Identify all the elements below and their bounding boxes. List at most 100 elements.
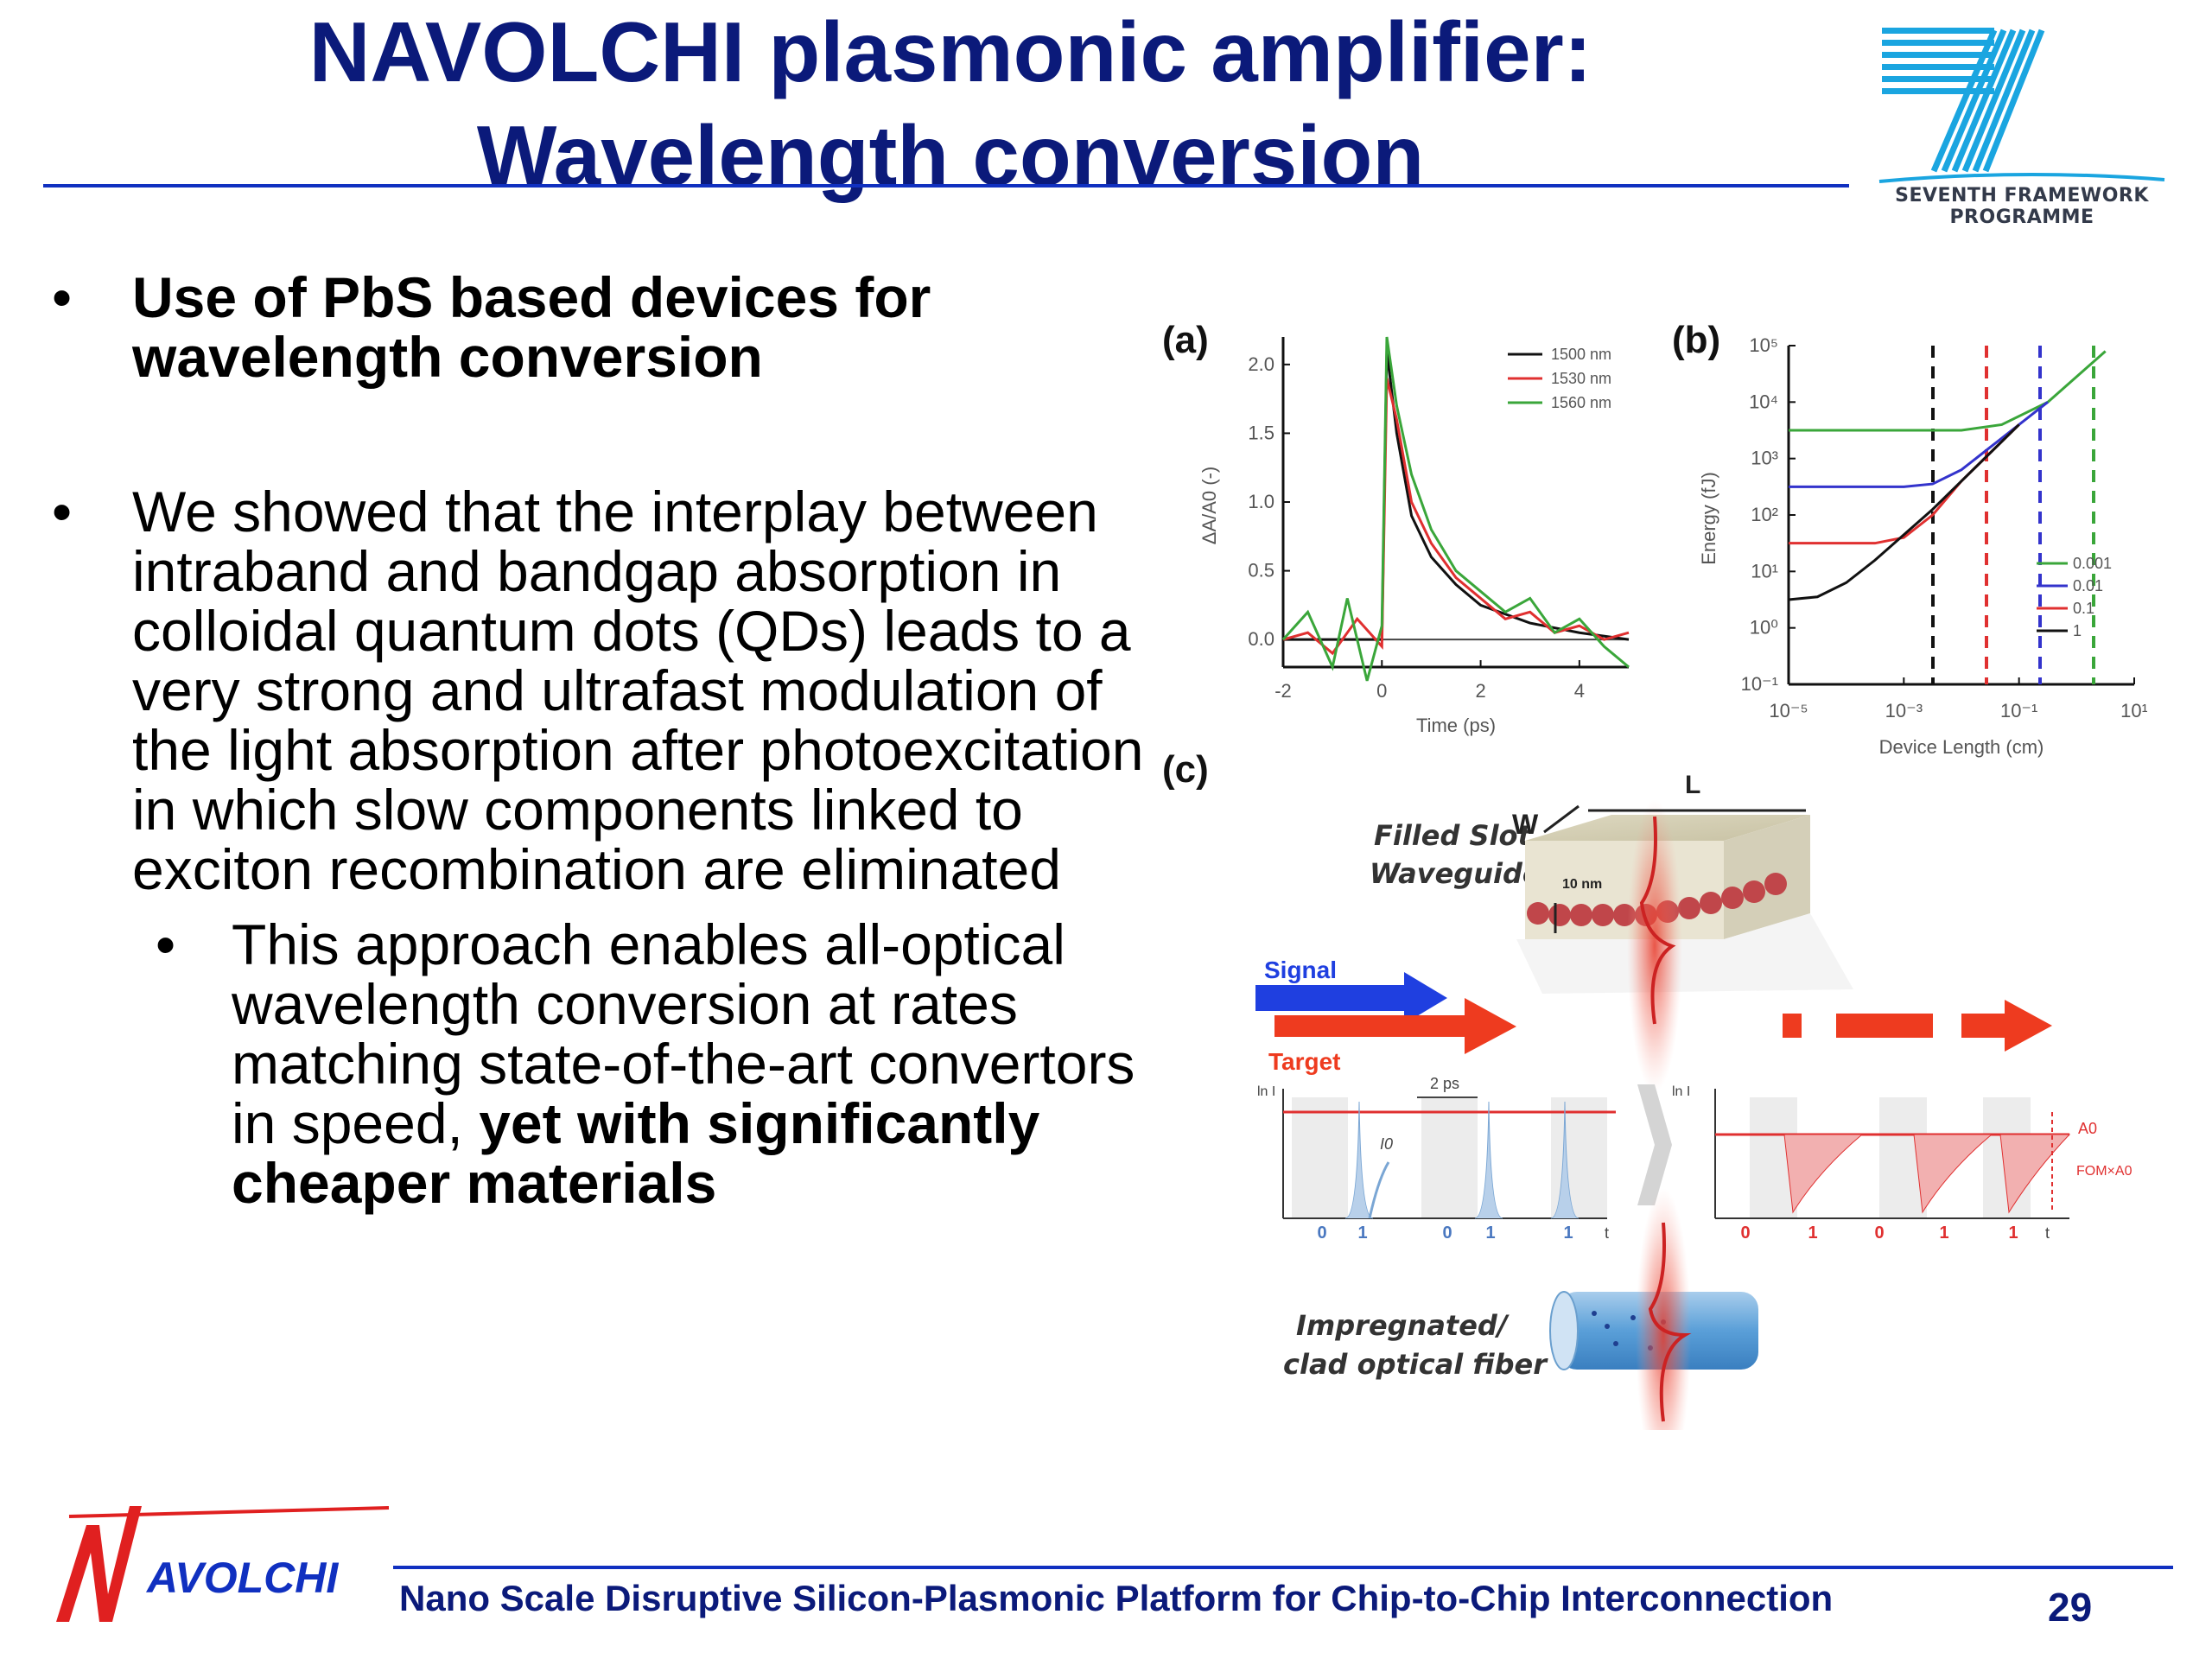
title-line-2: Wavelength conversion [476,108,1425,203]
chart-a: (a) 0.0 0.5 1.0 1.5 2.0 -2 0 2 4 1500 nm 1530 nm 1… [1162,319,1630,736]
figure-c: (c) Filled Slot Waveguide W L 10 nm [1162,748,2133,1430]
bits-left: 0 1 0 1 1 [1317,1224,1573,1243]
dim-w: W [1512,809,1539,840]
bullet-marker: • [156,912,176,976]
fp7-logo-text: SEVENTH FRAMEWORK PROGRAMME [1875,185,2169,228]
chart-a-xtick: 0 [1376,680,1387,702]
bullet-2-text: We showed that the interplay between int… [132,480,1144,901]
chart-a-ytick: 0.0 [1248,628,1274,650]
amp-label: A0 [2078,1120,2097,1137]
chart-a-legend-label: 1530 nm [1551,370,1611,387]
chart-b-series-line [1788,423,2020,601]
output-pulses-icon [1783,1000,2052,1052]
bit-label-left: 1 [1357,1224,1367,1243]
chart-b-xtick: 10⁻¹ [2000,700,2037,721]
chart-a-ytick: 1.0 [1248,491,1274,512]
intensity-axis-right: ln I [1672,1084,1690,1099]
chart-b-ytick: 10² [1751,504,1778,525]
time-axis-right: t [2045,1224,2050,1242]
chart-b-series-line [1789,350,2107,432]
signal-label: Signal [1264,957,1337,983]
chart-b-ytick: 10⁵ [1749,334,1778,356]
chart-b-ytick: 10⁴ [1749,391,1778,412]
bit-label-left: 0 [1317,1224,1326,1243]
chart-b-series-line [1789,401,2049,488]
title-underline [43,184,1849,188]
chart-b-ytick: 10⁻¹ [1741,673,1778,695]
chart-b-legend-label: 0.1 [2073,600,2094,617]
waveguide-slab-icon [1516,815,1853,994]
chart-b-ytick: 10³ [1751,448,1778,469]
dim-w-arrow [1543,804,1580,834]
bit-label-right: 1 [2008,1224,2018,1243]
bullet-1-text: Use of PbS based devices for wavelength … [132,265,931,389]
chart-b-xtick: 10⁻³ [1885,700,1923,721]
fp7-line-1: SEVENTH FRAMEWORK [1895,185,2149,207]
bullet-1: • Use of PbS based devices for wavelengt… [35,268,1158,387]
chart-b-ytick: 10⁰ [1750,617,1778,639]
intensity-axis-left: ln I [1257,1084,1275,1099]
sub-bullet-1-text: This approach enables all-optical wavele… [232,915,1158,1213]
footer-text: Nano Scale Disruptive Silicon-Plasmonic … [399,1578,1834,1618]
chart-a-xlabel: Time (ps) [1416,715,1496,736]
panel-a-label: (a) [1162,319,1209,361]
chart-a-ytick: 0.5 [1248,560,1274,582]
field-glow-top [1627,799,1682,1093]
chart-a-series-line [1282,378,1630,656]
sub-bullet-bold: yet with significantly cheaper materials [232,1091,1040,1215]
bullet-marker: • [52,265,73,329]
dim-thickness: 10 nm [1562,877,1602,892]
target-arrow-icon [1274,998,1516,1054]
target-label: Target [1268,1048,1341,1075]
filled-slot-label-2: Waveguide [1370,857,1541,890]
bullet-marker: • [52,480,73,543]
fiber-label-2: clad optical fiber [1283,1348,1548,1381]
signal-arrow-icon [1255,972,1447,1024]
chart-b-xlabel: Device Length (cm) [1879,736,2044,758]
bullet-list: • Use of PbS based devices for wavelengt… [35,268,1158,1213]
slide-title: NAVOLCHI plasmonic amplifier: Wavelength… [52,0,1849,207]
bit-label-left: 1 [1563,1224,1573,1243]
chart-b-xtick: 10⁻⁵ [1769,700,1808,721]
chart-a-ytick: 2.0 [1248,353,1274,375]
chart-b-xtick: 10¹ [2120,700,2147,721]
intensity-plot-left [1282,1089,1616,1219]
bit-label-right: 1 [1808,1224,1817,1243]
chart-b-legend-label: 1 [2073,622,2082,639]
bullet-2: • We showed that the interplay between i… [35,482,1158,899]
field-profile-top [1639,816,1676,1025]
footer-rule [393,1566,2173,1569]
sub-bullet-1: • This approach enables all-optical wave… [35,915,1158,1213]
navolchi-logo-icon: AVOLCHI [56,1506,390,1622]
bit-label-left: 1 [1485,1224,1495,1243]
sub-bullet-regular: This approach enables all-optical wavele… [232,912,1135,1155]
chart-a-xtick: 4 [1574,680,1585,702]
fom-label: FOM×A0 [2076,1164,2133,1179]
bits-right: 0 1 0 1 1 [1740,1224,2018,1243]
chart-b-ytick: 10¹ [1751,560,1778,582]
bit-label-left: 0 [1442,1224,1452,1243]
chart-a-ytick: 1.5 [1248,422,1274,443]
panel-b-label: (b) [1672,319,1720,361]
chart-a-series-line [1281,336,1630,682]
chart-a-xtick: -2 [1274,680,1292,702]
bit-label-right: 1 [1939,1224,1948,1243]
panel-c-label: (c) [1162,748,1209,791]
bit-label-right: 0 [1874,1224,1884,1243]
fiber-label-1: Impregnated/ [1296,1309,1510,1342]
chart-a-legend-label: 1560 nm [1551,394,1611,411]
chart-a-ylabel: ΔA/A0 (-) [1198,467,1220,544]
chart-b-ylabel: Energy (fJ) [1698,472,1719,565]
chart-b-legend-label: 0.001 [2073,555,2112,572]
page-number: 29 [2048,1585,2093,1630]
title-line-1: NAVOLCHI plasmonic amplifier: [308,4,1592,99]
fp7-logo-icon [1878,28,2165,183]
dim-l: L [1685,771,1700,799]
intensity-plot-right [1714,1089,2071,1219]
chart-b-vlines [1931,346,2095,684]
chart-b-legend-label: 0.01 [2073,577,2103,594]
filled-slot-label-1: Filled Slot [1374,819,1533,852]
chart-b-series-line [1789,423,2020,545]
